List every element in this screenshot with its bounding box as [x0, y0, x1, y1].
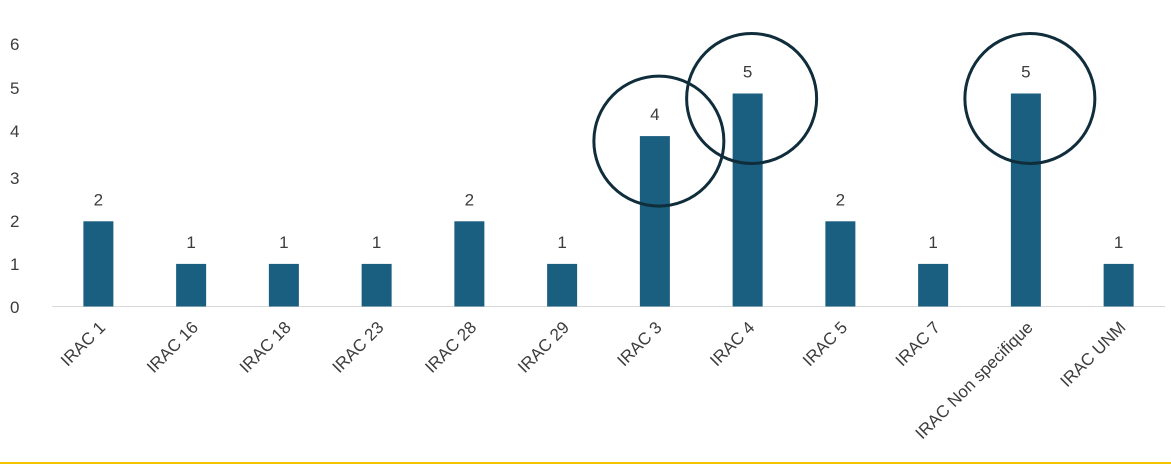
data-label: 4: [650, 105, 659, 124]
highlight-circles: [592, 32, 1097, 208]
bar-irac-4: [732, 93, 763, 307]
y-tick-label: 3: [10, 169, 19, 188]
data-label: 1: [372, 233, 381, 252]
x-tick-label: IRAC 1: [57, 318, 109, 370]
x-tick-label: IRAC 4: [706, 318, 758, 370]
data-label: 1: [279, 233, 288, 252]
x-tick-label: IRAC 5: [799, 318, 851, 370]
data-label: 1: [928, 233, 937, 252]
y-axis: 0 1 2 3 4 5 6: [10, 35, 1165, 317]
data-labels: 2 1 1 1 2 1 4 5 2 1 5 1: [94, 63, 1124, 252]
bar-irac-16: [176, 263, 207, 307]
highlight-circle: [592, 74, 726, 208]
x-tick-label: IRAC 16: [143, 318, 202, 377]
bar-irac-3: [639, 136, 670, 307]
bar-irac-23: [361, 263, 392, 307]
bar-irac-unm: [1103, 263, 1134, 307]
bar-irac-29: [547, 263, 578, 307]
highlight-circle: [963, 32, 1097, 165]
x-tick-label: IRAC UNM: [1057, 318, 1130, 391]
y-tick-label: 4: [10, 122, 19, 141]
highlight-circle: [685, 32, 819, 165]
data-label: 2: [94, 190, 103, 209]
data-label: 1: [1114, 233, 1123, 252]
data-label: 2: [465, 190, 474, 209]
y-tick-label: 6: [10, 35, 19, 54]
bar-irac-7: [918, 263, 949, 307]
y-tick-label: 1: [10, 255, 19, 274]
x-axis: IRAC 1 IRAC 16 IRAC 18 IRAC 23 IRAC 28 IRAC 2…: [57, 318, 1129, 443]
data-label: 1: [186, 233, 195, 252]
data-label: 5: [743, 63, 752, 82]
y-tick-label: 5: [10, 79, 19, 98]
bar-irac-28: [454, 221, 485, 307]
bar-irac-non-specifique: [1010, 93, 1041, 307]
data-label: 1: [557, 233, 566, 252]
x-tick-label: IRAC 28: [421, 318, 480, 377]
x-tick-label: IRAC 29: [514, 318, 573, 377]
y-tick-label: 0: [10, 298, 19, 317]
bar-irac-18: [268, 263, 299, 307]
bar-irac-5: [825, 221, 856, 307]
x-tick-label: IRAC 7: [892, 318, 944, 370]
x-tick-label: IRAC 3: [614, 318, 666, 370]
y-tick-label: 2: [10, 212, 19, 231]
bar-irac-1: [83, 221, 114, 307]
data-label: 5: [1021, 63, 1030, 82]
x-tick-label: IRAC 23: [329, 318, 388, 377]
bars: [83, 93, 1134, 307]
x-tick-label: IRAC 18: [236, 318, 295, 377]
data-label: 2: [836, 190, 845, 209]
